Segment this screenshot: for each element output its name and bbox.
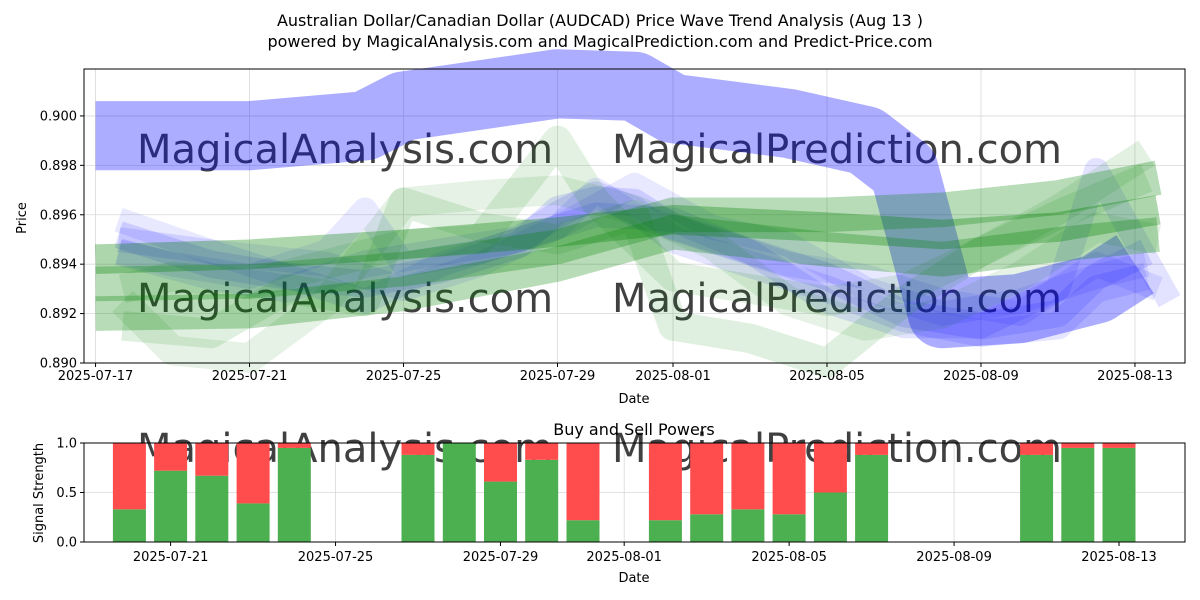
buy-power-bar	[855, 454, 889, 542]
x-tick-label: 2025-07-21	[133, 550, 209, 565]
watermark-magicalanalysis: MagicalAnalysis.com	[137, 127, 553, 173]
price-chart-x-ticks: 2025-07-17 2025-07-21 2025-07-25 2025-07-29…	[58, 363, 1173, 384]
x-tick-label: 2025-08-01	[635, 369, 711, 384]
y-tick-label: 0.890	[40, 357, 77, 372]
x-tick-label: 2025-08-05	[789, 369, 865, 384]
blue-wave-band	[116, 157, 1181, 339]
sell-power-bar	[690, 443, 724, 515]
sell-power-bar	[855, 443, 889, 455]
blue-wave-band	[115, 181, 1150, 347]
sell-power-bar	[236, 443, 270, 504]
buy-power-bar	[648, 520, 682, 542]
blue-wave-band	[95, 49, 1154, 349]
price-chart-frame	[83, 68, 1186, 364]
sell-power-bar	[484, 443, 517, 482]
x-tick-label: 2025-07-21	[212, 369, 288, 384]
buy-power-bar	[813, 492, 847, 542]
x-tick-label: 2025-07-25	[366, 369, 442, 384]
x-tick-label: 2025-07-25	[298, 550, 374, 565]
green-wave-band	[95, 195, 1161, 274]
green-wave-band	[95, 214, 1160, 331]
buy-sell-chart-x-ticks: 2025-07-21 2025-07-25 2025-07-29 2025-08-01…	[133, 542, 1157, 565]
buy-sell-chart-x-label: Date	[618, 571, 649, 586]
watermark-magicalprediction: MagicalPrediction.com	[612, 276, 1062, 322]
watermark-magicalprediction: MagicalPrediction.com	[612, 127, 1062, 173]
chart-title-line2: powered by MagicalAnalysis.com and Magic…	[267, 32, 932, 51]
y-tick-label: 0.896	[40, 208, 77, 223]
sell-power-bar	[731, 443, 765, 510]
buy-sell-bars	[112, 443, 1136, 542]
green-wave-band	[112, 175, 1162, 373]
sell-power-bar	[1020, 443, 1054, 455]
buy-sell-chart-y-label: Signal Strength	[32, 443, 47, 543]
price-chart-y-ticks: 0.890 0.892 0.894 0.896 0.898 0.900	[40, 109, 84, 372]
buy-power-bar	[154, 470, 188, 542]
sell-power-bar	[154, 443, 188, 471]
buy-power-bar	[1020, 454, 1054, 542]
buy-power-bar	[277, 447, 311, 542]
sell-power-bar	[813, 443, 847, 493]
sell-power-bar	[772, 443, 806, 515]
x-tick-label: 2025-08-09	[943, 369, 1019, 384]
green-wave-band	[95, 160, 1162, 302]
x-tick-label: 2025-07-29	[463, 550, 539, 565]
sell-power-bar	[277, 443, 311, 448]
y-tick-label: 1.0	[56, 437, 77, 452]
y-tick-label: 0.892	[40, 307, 77, 322]
y-tick-label: 0.5	[56, 486, 77, 501]
sell-power-bar	[195, 443, 229, 476]
y-tick-label: 0.894	[40, 258, 77, 273]
buy-power-bar	[772, 514, 806, 542]
x-tick-label: 2025-08-13	[1081, 550, 1157, 565]
y-tick-label: 0.900	[40, 109, 77, 124]
price-chart-x-label: Date	[618, 392, 649, 407]
price-wave-bands	[95, 49, 1181, 378]
x-tick-label: 2025-08-01	[586, 550, 662, 565]
buy-power-bar	[195, 475, 229, 542]
buy-power-bar	[484, 481, 517, 542]
buy-power-bar	[690, 514, 724, 542]
sell-power-bar	[566, 443, 600, 521]
sell-power-bar	[401, 443, 435, 455]
green-wave-band	[118, 125, 1155, 316]
x-tick-label: 2025-07-17	[58, 369, 134, 384]
x-tick-label: 2025-08-05	[751, 550, 827, 565]
buy-sell-chart-title: Buy and Sell Powers	[553, 420, 715, 439]
blue-wave-band	[114, 186, 1153, 340]
sell-power-bar	[648, 443, 682, 521]
buy-power-bar	[731, 509, 765, 542]
sell-power-bar	[1061, 443, 1095, 448]
price-chart-y-label: Price	[15, 202, 30, 234]
buy-sell-chart-y-ticks: 0.0 0.5 1.0	[56, 437, 84, 551]
buy-power-bar	[566, 520, 600, 542]
sell-power-bar	[1102, 443, 1136, 448]
blue-wave-band	[115, 172, 1150, 326]
buy-power-bar	[1061, 447, 1095, 542]
buy-power-bar	[236, 503, 270, 542]
buy-sell-chart: Buy and Sell Powers MagicalAnalysis.com …	[32, 420, 1186, 586]
x-tick-label: 2025-08-13	[1097, 369, 1173, 384]
buy-power-bar	[112, 509, 146, 542]
sell-power-bar	[112, 443, 146, 510]
price-chart: MagicalAnalysis.com MagicalPrediction.co…	[15, 49, 1186, 407]
buy-power-bar	[1102, 447, 1136, 542]
buy-power-bar	[401, 454, 435, 542]
chart-title-line1: Australian Dollar/Canadian Dollar (AUDCA…	[277, 11, 923, 30]
x-tick-label: 2025-07-29	[520, 369, 596, 384]
y-tick-label: 0.0	[56, 536, 77, 551]
sell-power-bar	[525, 443, 559, 460]
watermark-magicalanalysis: MagicalAnalysis.com	[137, 276, 553, 322]
green-wave-band	[121, 164, 1153, 378]
buy-power-bar	[525, 459, 559, 542]
x-tick-label: 2025-08-09	[916, 550, 992, 565]
y-tick-label: 0.898	[40, 159, 77, 174]
buy-power-bar	[442, 443, 476, 542]
price-chart-watermarks: MagicalAnalysis.com MagicalPrediction.co…	[137, 127, 1062, 322]
blue-wave-band	[114, 177, 1163, 326]
